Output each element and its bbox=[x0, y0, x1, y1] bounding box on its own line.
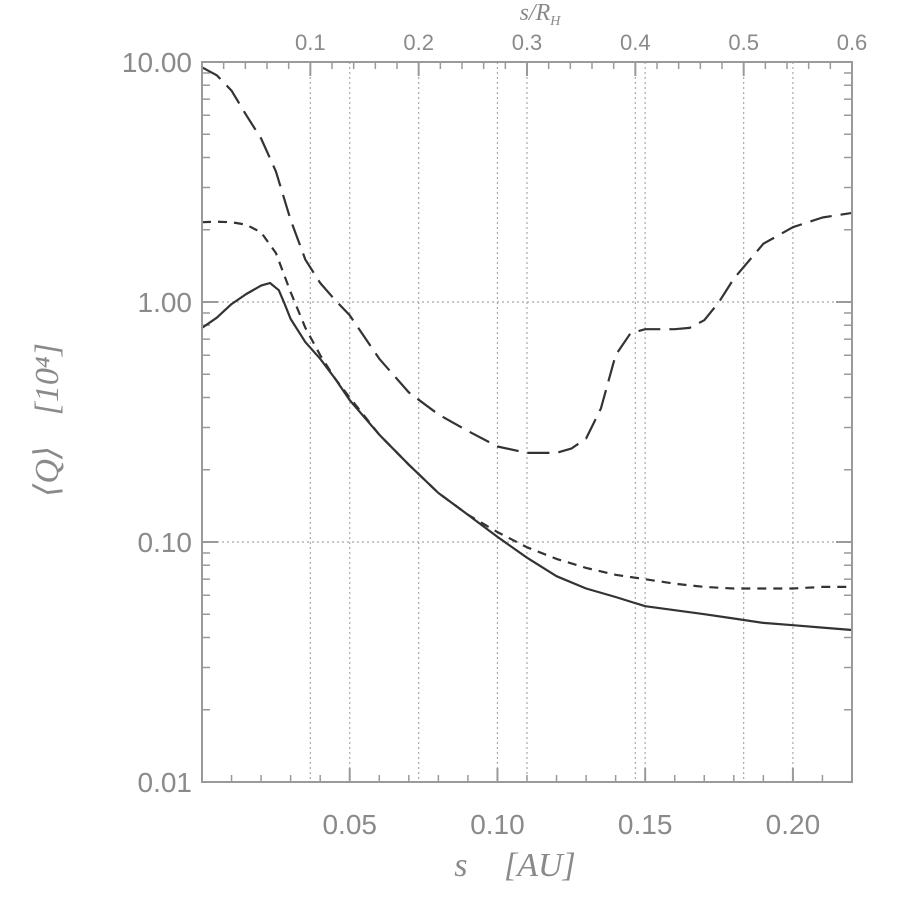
top-axis-symbol: s/R bbox=[520, 0, 551, 26]
top-axis-title: s/RH bbox=[520, 0, 562, 29]
top-x-tick-label: 0.6 bbox=[837, 30, 868, 55]
plot-frame bbox=[201, 61, 853, 783]
tick-labels: 0.05 0.10 0.15 0.20 0.01 0.10 1.00 10.00 0.1 0.2 0… bbox=[122, 30, 867, 840]
x-tick-label: 0.20 bbox=[766, 809, 821, 840]
x-axis-symbol: s bbox=[454, 847, 467, 884]
grid bbox=[202, 62, 852, 782]
y-tick-label: 0.01 bbox=[138, 767, 193, 798]
y-axis-unit: [10⁴] bbox=[29, 343, 66, 415]
top-x-tick-label: 0.5 bbox=[728, 30, 759, 55]
top-x-tick-label: 0.2 bbox=[403, 30, 434, 55]
top-x-tick-label: 0.1 bbox=[295, 30, 326, 55]
x-tick-label: 0.05 bbox=[322, 809, 377, 840]
x-tick-label: 0.10 bbox=[470, 809, 525, 840]
x-tick-label: 0.15 bbox=[618, 809, 673, 840]
y-tick-label: 1.00 bbox=[138, 287, 193, 318]
top-x-tick-label: 0.4 bbox=[620, 30, 651, 55]
x-axis-title: s [AU] bbox=[454, 847, 576, 884]
series-line-long-dash bbox=[201, 66, 853, 454]
y-axis-symbol: ⟨Q⟩ bbox=[29, 446, 66, 497]
y-tick-label: 10.00 bbox=[122, 47, 192, 78]
series-group bbox=[201, 66, 853, 632]
x-axis-unit: [AU] bbox=[504, 847, 576, 884]
top-x-tick-label: 0.3 bbox=[512, 30, 543, 55]
top-axis-subscript: H bbox=[549, 14, 561, 29]
y-axis-title: ⟨Q⟩ [10⁴] bbox=[29, 343, 66, 497]
y-tick-label: 0.10 bbox=[138, 527, 193, 558]
